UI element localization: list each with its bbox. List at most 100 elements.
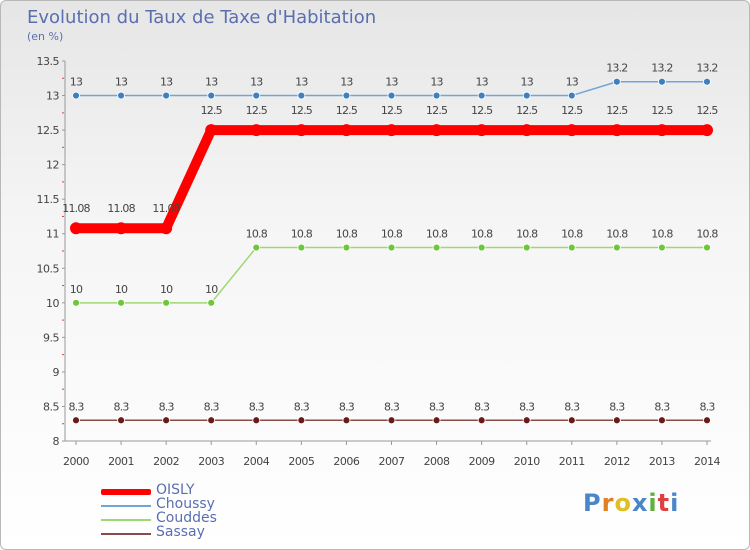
data-label-couddes: 10.8 [606,228,628,241]
data-label-sassay: 8.3 [564,400,580,413]
y-tick-label: 10 [46,297,59,310]
data-point-couddes [477,243,486,252]
data-point-choussy [72,91,80,100]
x-tick-label: 2001 [108,455,134,468]
data-label-couddes: 10.8 [336,228,358,241]
data-point-oisly [655,124,668,137]
x-tick-label: 2003 [198,455,224,468]
y-tick-label: 12.5 [37,124,60,137]
y-tick-label: 11 [46,228,59,241]
data-label-choussy: 13.2 [606,62,627,75]
data-point-couddes [72,298,80,307]
y-tick-label: 11.5 [37,193,60,206]
legend-label-oisly: OISLY [156,482,195,498]
data-point-oisly [701,124,713,137]
y-tick-label: 9 [53,366,60,379]
data-label-oisly: 12.5 [696,104,718,117]
logo-letter: i [648,489,658,517]
logo-letter: o [614,489,632,517]
data-label-choussy: 13 [475,76,488,89]
data-label-sassay: 8.3 [384,400,400,413]
data-point-couddes [342,243,351,252]
data-point-sassay [72,416,80,425]
data-point-couddes [252,243,261,252]
data-point-choussy [342,91,351,100]
data-point-choussy [297,91,306,100]
data-point-sassay [387,416,396,425]
data-label-oisly: 12.5 [561,104,583,117]
data-point-oisly [250,124,263,137]
data-point-choussy [612,77,621,86]
data-label-choussy: 13.2 [651,62,672,75]
x-tick-label: 2012 [604,455,630,468]
chart-data-labels: 11.08 11.08 11.08 12.5 12.5 12.5 12.5 12.5 12.5 1… [62,62,719,414]
data-label-oisly: 12.5 [246,104,268,117]
data-label-couddes: 10.8 [291,228,313,241]
data-label-choussy: 13 [566,76,579,89]
data-point-couddes [207,298,216,307]
data-point-couddes [522,243,531,252]
x-tick-label: 2011 [559,455,585,468]
data-label-oisly: 12.5 [516,104,538,117]
y-tick-label: 13 [46,90,59,103]
proxiti-logo: Proxiti [583,489,679,517]
data-point-sassay [658,416,666,425]
legend-label-couddes: Couddes [156,510,217,526]
logo-letter: P [583,489,602,517]
data-point-oisly [160,222,173,235]
data-label-oisly: 11.08 [152,202,180,215]
data-point-oisly [430,124,443,137]
data-point-sassay [612,416,621,425]
data-point-couddes [567,243,576,252]
chart-axes: 8 8.5 9 9.5 10 10.5 11 11.5 12 12.5 13 13.5 2000 2001… [37,55,721,468]
data-label-sassay: 8.3 [474,400,490,413]
data-label-sassay: 8.3 [159,400,175,413]
data-point-sassay [207,416,216,425]
data-label-couddes: 10 [160,283,173,296]
data-point-choussy [432,91,441,100]
data-point-couddes [117,298,125,307]
chart-unit-label: (en %) [27,30,64,43]
legend-label-sassay: Sassay [156,524,205,540]
data-label-oisly: 12.5 [381,104,403,117]
data-point-sassay [703,416,711,425]
y-tick-label: 12 [46,159,59,172]
data-point-sassay [162,416,171,425]
x-tick-label: 2006 [333,455,359,468]
data-label-couddes: 10 [205,283,218,296]
data-label-choussy: 13 [250,76,263,89]
data-point-couddes [297,243,306,252]
data-label-choussy: 13 [70,76,83,89]
data-point-choussy [703,77,711,86]
data-point-sassay [297,416,306,425]
data-label-sassay: 8.3 [654,400,670,413]
data-point-sassay [522,416,531,425]
chart-series [70,77,713,425]
data-label-sassay: 8.3 [68,400,84,413]
data-label-oisly: 12.5 [201,104,223,117]
data-point-oisly [475,124,488,137]
data-label-oisly: 12.5 [471,104,493,117]
data-label-oisly: 12.5 [336,104,358,117]
data-label-couddes: 10.8 [381,228,403,241]
logo-letter: i [670,489,680,517]
data-point-choussy [252,91,261,100]
data-point-sassay [432,416,441,425]
data-point-sassay [477,416,486,425]
y-tick-label: 8.5 [43,400,59,413]
data-point-couddes [387,243,396,252]
data-label-choussy: 13 [295,76,308,89]
data-point-couddes [658,243,666,252]
data-point-choussy [387,91,396,100]
data-point-oisly [340,124,353,137]
data-label-couddes: 10.8 [471,228,493,241]
x-tick-label: 2007 [379,455,405,468]
data-point-oisly [70,222,82,235]
data-label-sassay: 8.3 [204,400,220,413]
data-label-choussy: 13.2 [696,62,717,75]
data-point-oisly [205,124,218,137]
x-tick-label: 2009 [469,455,495,468]
data-point-choussy [117,91,125,100]
data-label-oisly: 11.08 [62,202,90,215]
data-label-couddes: 10.8 [516,228,538,241]
